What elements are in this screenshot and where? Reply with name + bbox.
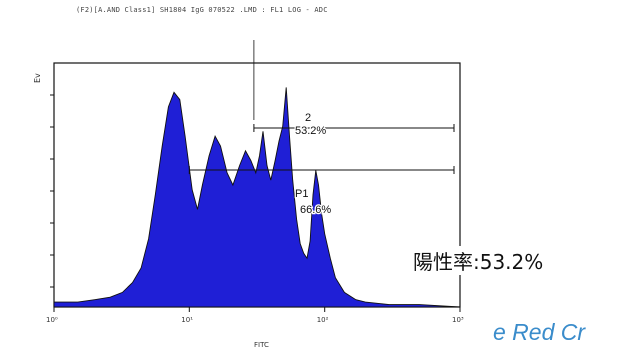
gate-name-label: 2 <box>305 112 311 124</box>
x-axis: 10⁰ 10¹ 10² 10³ <box>46 307 464 324</box>
y-axis: Ev <box>33 73 54 288</box>
gate-layer: 253.2% P1 66.6% <box>188 111 455 217</box>
gate-name-label: P1 <box>295 188 308 200</box>
clipped-caption: e Red Cr <box>493 319 586 345</box>
x-axis-tick-label: 10¹ <box>181 316 193 324</box>
chart-title: (F2)[A.AND Class1] SH1804 IgG 070522 .LM… <box>76 6 328 14</box>
positive-rate-label: 陽性率:53.2% <box>411 246 546 275</box>
gate-percent-label: 66.6% <box>300 204 331 216</box>
y-axis-label: Ev <box>33 73 42 83</box>
histogram-area <box>53 87 461 308</box>
x-axis-tick-label: 10⁰ <box>46 316 58 324</box>
gate-percent-label: 53.2% <box>295 125 326 137</box>
x-axis-tick-label: 10³ <box>452 316 464 324</box>
x-axis-tick-label: 10² <box>317 316 329 324</box>
x-axis-label: FITC <box>254 341 269 349</box>
